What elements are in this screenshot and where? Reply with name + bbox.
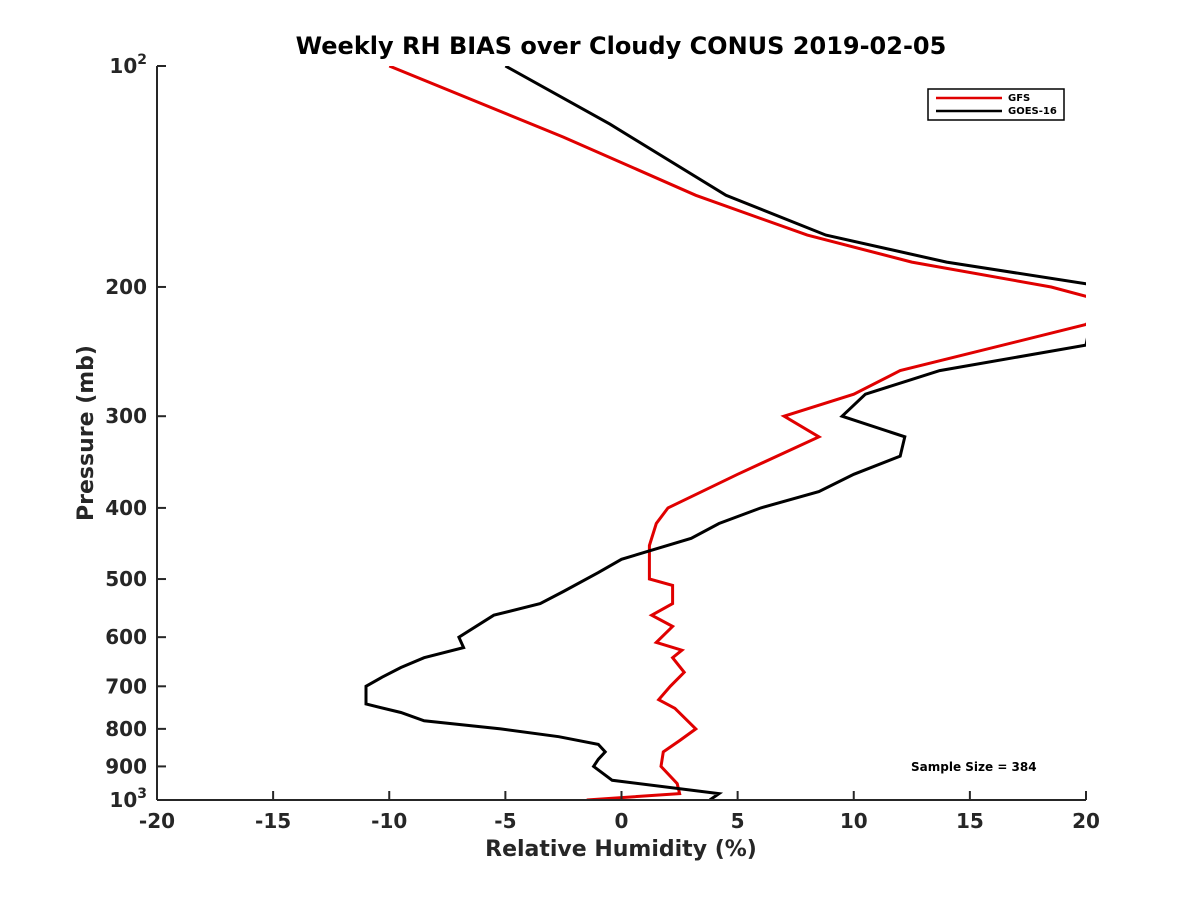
y-axis-label: Pressure (mb) [74, 345, 99, 521]
y-tick-label: 700 [105, 674, 147, 698]
y-tick-label: 200 [105, 275, 147, 299]
x-axis-label: Relative Humidity (%) [485, 837, 757, 862]
x-tick-label: -5 [494, 809, 516, 833]
x-tick-label: 5 [731, 809, 745, 833]
y-tick-label: 800 [105, 717, 147, 741]
y-tick-label: 500 [105, 567, 147, 591]
sample-size-annotation: Sample Size = 384 [911, 760, 1037, 774]
x-tick-label: 10 [840, 809, 868, 833]
legend: GFS GOES-16 [927, 88, 1065, 121]
y-tick-label: 600 [105, 625, 147, 649]
series-group [364, 66, 1086, 800]
y-tick-label: 102 [109, 52, 147, 78]
chart-title: Weekly RH BIAS over Cloudy CONUS 2019-02… [296, 32, 947, 60]
y-axis-ticks: 102 200 300 400 500 600 700 800 900 103 [105, 52, 166, 812]
y-tick-label: 400 [105, 496, 147, 520]
x-tick-label: 15 [956, 809, 984, 833]
series-line-goes-16 [364, 66, 1086, 800]
y-tick-label: 300 [105, 404, 147, 428]
x-tick-label: 0 [615, 809, 629, 833]
legend-goes-label: GOES-16 [1008, 106, 1057, 117]
legend-gfs-label: GFS [1008, 93, 1030, 104]
x-tick-label: -20 [139, 809, 175, 833]
y-tick-label: 900 [105, 754, 147, 778]
x-tick-label: 20 [1072, 809, 1100, 833]
legend-box [927, 88, 1065, 121]
x-tick-label: -15 [255, 809, 291, 833]
x-tick-label: -10 [371, 809, 407, 833]
series-line-gfs [388, 66, 1086, 800]
y-tick-label: 103 [109, 786, 147, 812]
x-axis-ticks: -20 -15 -10 -5 0 5 10 15 20 [139, 791, 1100, 833]
